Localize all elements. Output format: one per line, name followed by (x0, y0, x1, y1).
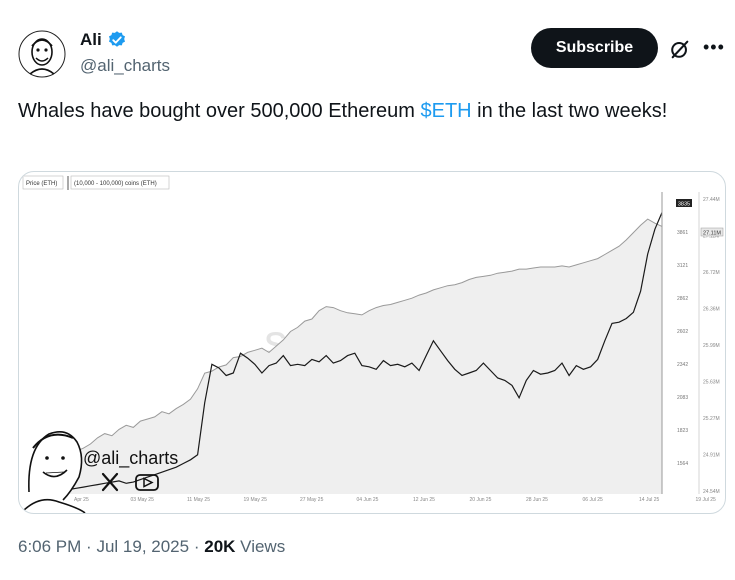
x-tick-label: 19 May 25 (244, 497, 268, 503)
legend-holdings: (10,000 - 100,000) coins (ETH) (74, 181, 157, 187)
x-tick-label: Apr 25 (74, 497, 89, 503)
y-right-tick-label: 24.54M (703, 489, 720, 495)
holdings-line (68, 218, 663, 455)
holdings-area (69, 219, 662, 494)
meta-separator: · (193, 537, 200, 556)
y-left-tick-label: 3121 (677, 263, 688, 269)
author-name[interactable]: Ali (80, 30, 102, 49)
x-tick-label: 28 Jun 25 (526, 497, 548, 503)
price-badge-bg (676, 199, 692, 207)
overlay-handle: @ali_charts (83, 448, 178, 469)
y-right-tick-label: 26.36M (703, 307, 720, 313)
views-count: 20K (204, 537, 236, 556)
tweet-text-before: Whales have bought over 500,000 Ethereum (18, 100, 421, 122)
x-tick-label: 12 Jun 25 (413, 497, 435, 503)
x-tick-label: 27 May 25 (300, 497, 324, 503)
y-right-tick-label: 25.27M (703, 416, 720, 422)
legend-box-holdings (70, 175, 170, 190)
y-right-tick-label: 26.72M (703, 270, 720, 276)
y-right-tick-label: 24.91M (703, 453, 720, 459)
author-handle[interactable]: @ali_charts (80, 56, 171, 75)
author-name-row[interactable]: Ali (80, 30, 127, 50)
overlay-signature: @ali_charts (20, 431, 178, 513)
more-icon[interactable]: ••• (703, 37, 725, 57)
x-logo-icon (101, 472, 119, 492)
y-left-tick-label: 1823 (677, 428, 688, 434)
price-line (68, 212, 663, 491)
grok-icon[interactable] (669, 38, 691, 60)
x-tick-label: 04 Jun 25 (357, 497, 379, 503)
x-tick-label: 14 Jul 25 (639, 497, 660, 503)
overlay-caricature-icon (20, 431, 86, 513)
y-left-tick-label: 2602 (677, 329, 688, 335)
tweet-time[interactable]: 6:06 PM (18, 537, 82, 556)
legend-box-price (22, 175, 64, 190)
avatar[interactable] (18, 30, 66, 78)
y-right-tick-label: 27.44M (703, 197, 720, 203)
y-left-tick-label: 2862 (677, 296, 688, 302)
avatar-caricature-icon (18, 30, 66, 78)
holdings-badge-bg (700, 227, 724, 237)
verified-badge-icon (108, 31, 125, 47)
y-right-tick-label: 25.99M (703, 343, 720, 349)
x-tick-label: 03 May 25 (131, 497, 155, 503)
y-left-tick-label: 2083 (677, 395, 688, 401)
y-right-tick-label: 27.11M (703, 234, 719, 240)
y-left-tick-label: 1564 (677, 461, 688, 467)
x-tick-label: 11 May 25 (187, 497, 210, 503)
tweet-text: Whales have bought over 500,000 Ethereum… (18, 96, 708, 126)
x-tick-label: 20 Jun 25 (470, 497, 492, 503)
chart-svg: Price (ETH) (10,000 - 100,000) coins (ET… (20, 175, 724, 513)
y-left-tick-label: 3861 (677, 230, 688, 236)
price-badge: 3835 (678, 202, 690, 208)
holdings-badge: 27.11M (703, 231, 721, 237)
subscribe-button[interactable]: Subscribe (531, 28, 658, 68)
y-left-tick-label: 2342 (677, 362, 688, 368)
meta-separator: · (86, 537, 92, 556)
legend-price: Price (ETH) (26, 181, 57, 187)
cashtag-link[interactable]: $ETH (420, 100, 472, 122)
youtube-icon (135, 474, 159, 491)
y-right-tick-label: 25.63M (703, 380, 720, 386)
tweet-text-after: in the last two weeks! (471, 100, 668, 122)
tweet-media-chart[interactable]: Price (ETH) (10,000 - 100,000) coins (ET… (18, 171, 726, 514)
x-tick-label: 19 Jul 25 (696, 497, 717, 503)
tweet-meta: 6:06 PM · Jul 19, 2025 · 20K Views (18, 537, 285, 557)
x-tick-label: 06 Jul 25 (583, 497, 604, 503)
tweet-date[interactable]: Jul 19, 2025 (96, 537, 190, 556)
views-label: Views (240, 537, 286, 556)
